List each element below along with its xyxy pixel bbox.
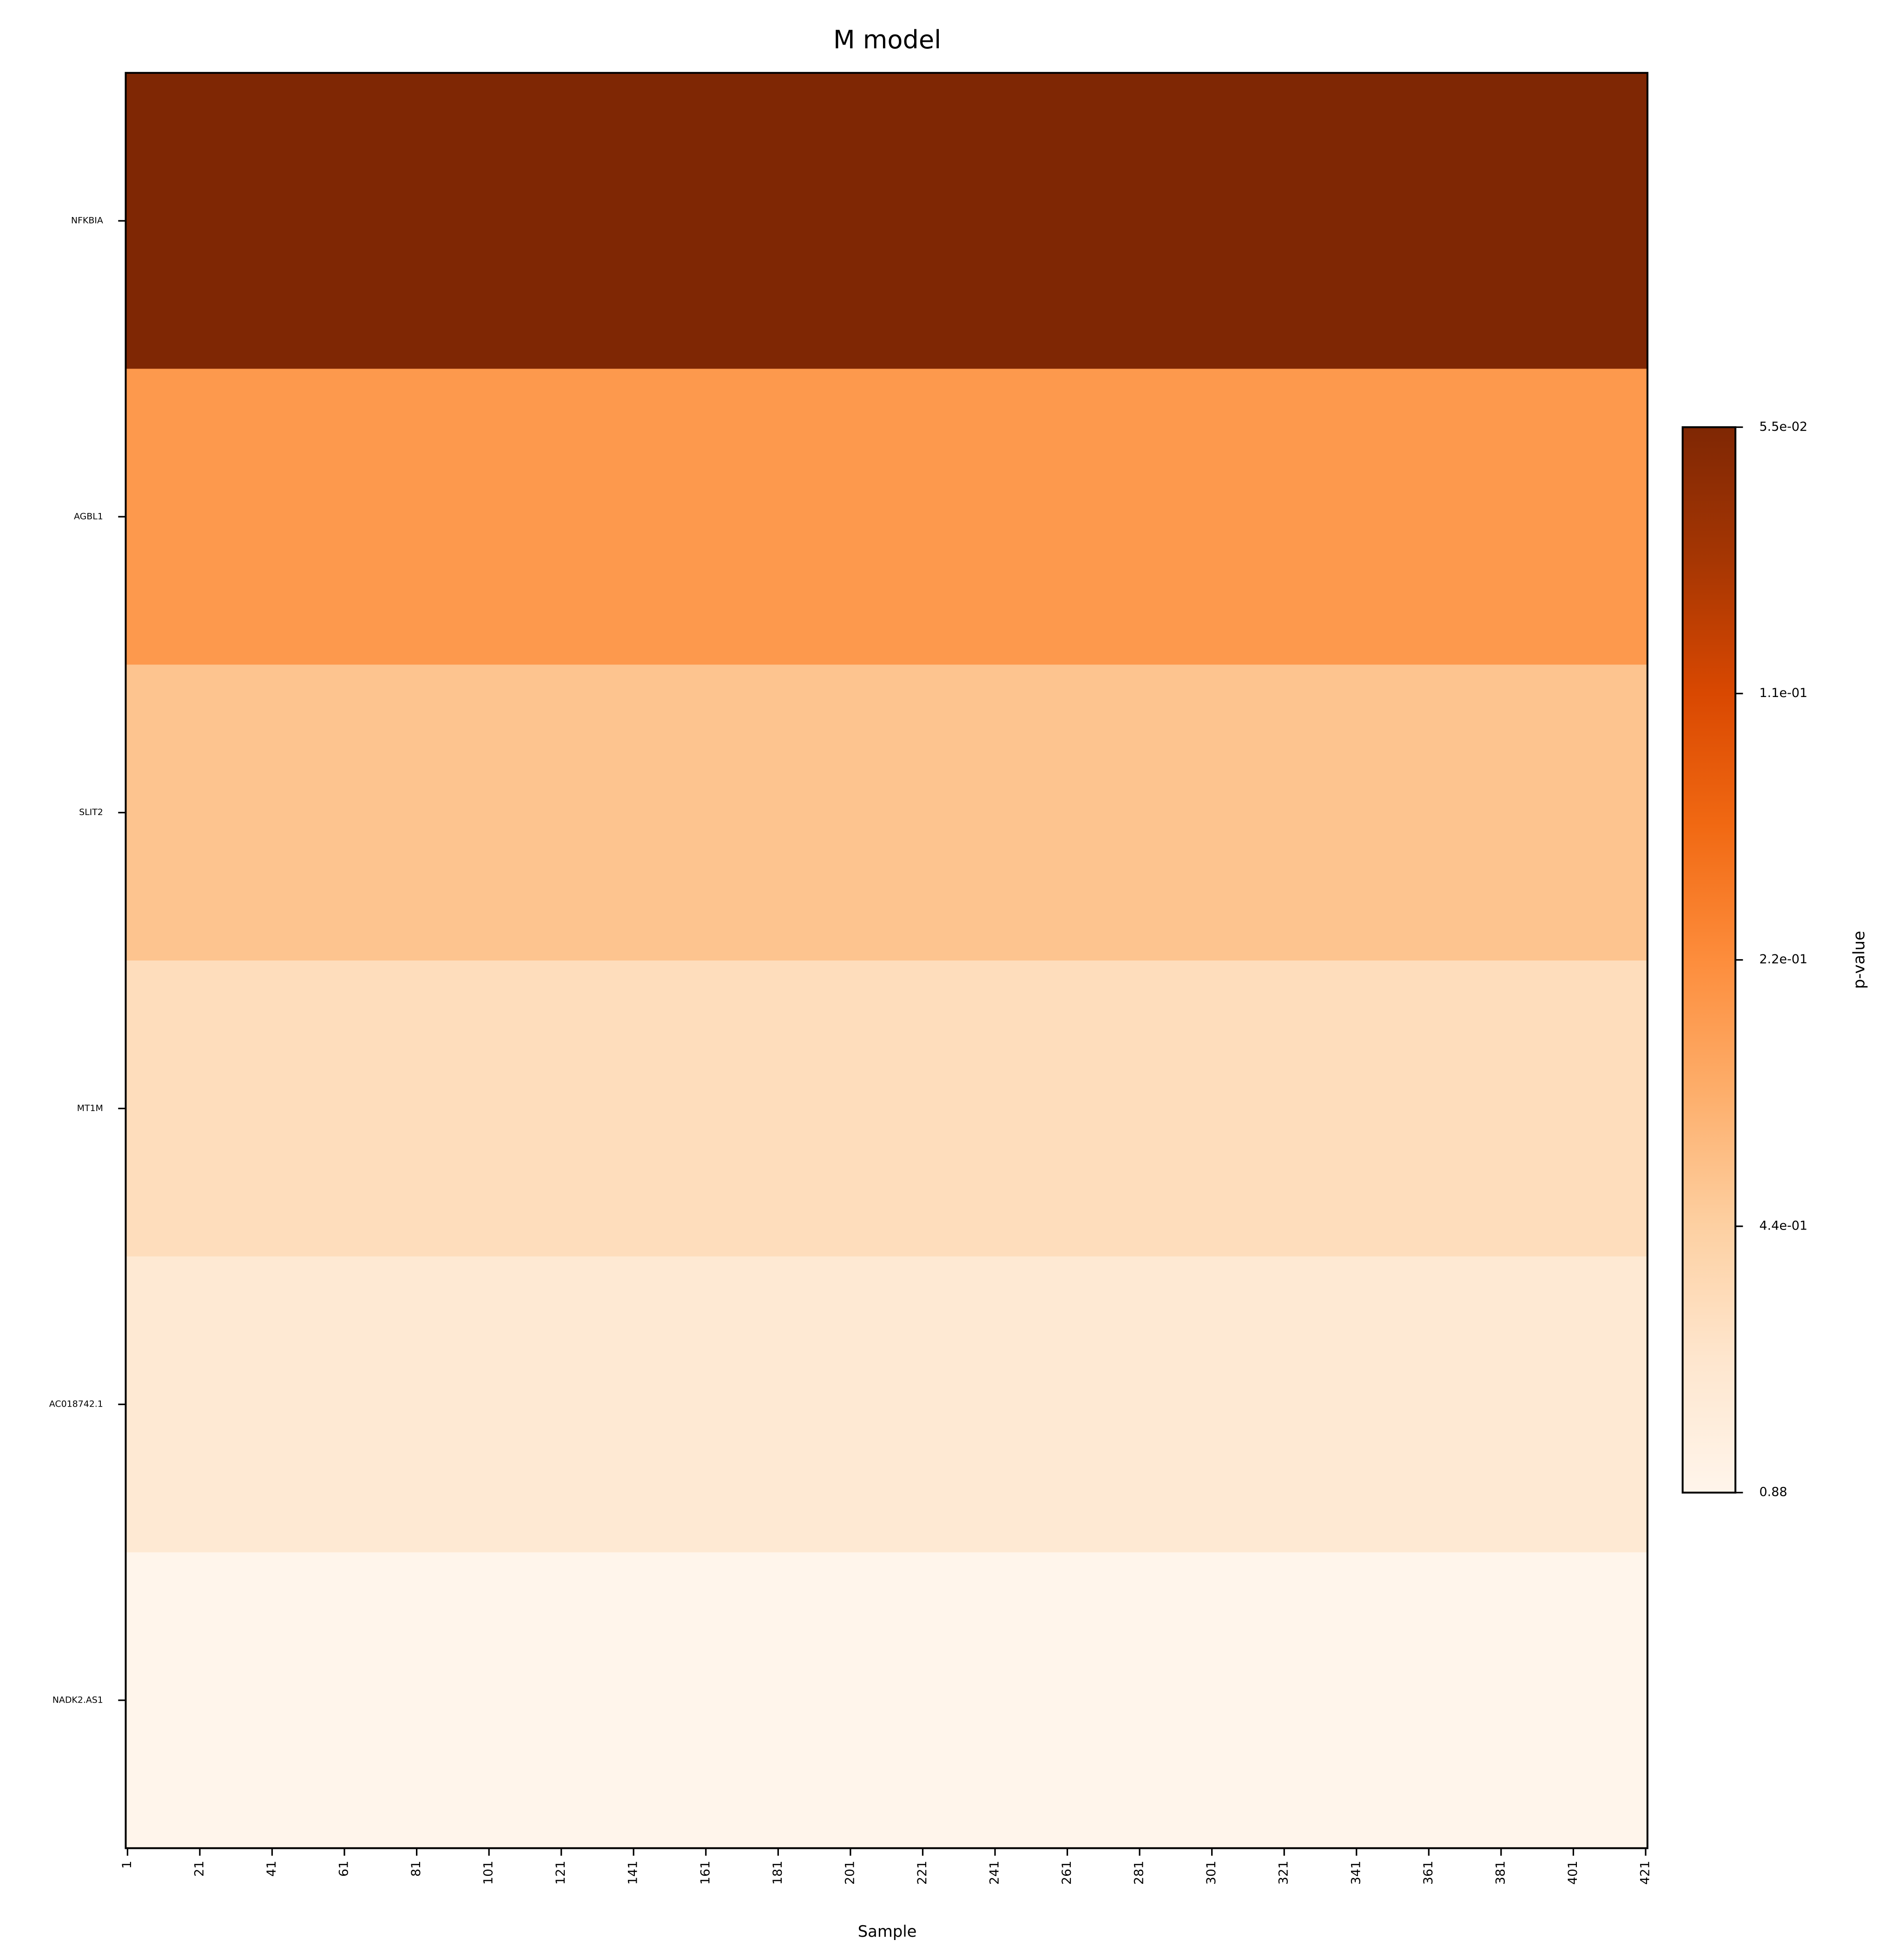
heatmap-cell [125,1552,1648,1849]
y-tick-label: NFKBIA [71,216,103,226]
colorbar-tick-label: 5.5e-02 [1760,420,1808,434]
x-tick-label: 361 [1421,1861,1436,1885]
x-tick-label: 141 [626,1861,640,1885]
x-tick-label: 201 [843,1861,857,1885]
colorbar-tick-label: 4.4e-01 [1760,1218,1808,1233]
x-tick-label: 321 [1277,1861,1291,1885]
x-tick-label: 121 [554,1861,568,1885]
y-tick-label: MT1M [77,1103,103,1113]
colorbar-label: p-value [1850,931,1868,989]
heatmap-cell [125,960,1648,1257]
x-tick-label: 381 [1493,1861,1508,1885]
x-tick-label: 401 [1566,1861,1580,1885]
x-tick-label: 81 [409,1861,423,1876]
x-tick-label: 181 [771,1861,785,1885]
plot-frame [125,72,1648,1849]
x-tick-label: 341 [1349,1861,1363,1885]
colorbar-tick-label: 1.1e-01 [1760,686,1808,700]
heatmap-cell [125,368,1648,665]
x-axis-label: Sample [858,1922,917,1940]
chart-title: M model [833,25,941,54]
x-tick-label: 1 [120,1861,134,1868]
x-tick-label: 41 [264,1861,279,1876]
x-tick-label: 281 [1132,1861,1147,1885]
colorbar [1681,426,1737,1494]
y-tick-label: NADK2.AS1 [53,1695,103,1705]
y-tick-label: AC018742.1 [49,1399,103,1409]
heatmap-cell [125,664,1648,961]
x-tick-label: 421 [1638,1861,1652,1885]
y-tick-label: AGBL1 [74,511,103,521]
x-tick-label: 61 [337,1861,351,1876]
x-tick-label: 221 [915,1861,929,1885]
heatmap-cell [125,72,1648,369]
heatmap-cell [125,1256,1648,1553]
x-tick-label: 261 [1060,1861,1074,1885]
colorbar-tick-label: 2.2e-01 [1760,952,1808,967]
x-tick-label: 101 [481,1861,496,1885]
x-tick-label: 241 [988,1861,1002,1885]
x-tick-label: 301 [1204,1861,1219,1885]
colorbar-tick-label: 0.88 [1760,1485,1787,1500]
x-tick-label: 21 [192,1861,206,1876]
x-tick-label: 161 [698,1861,712,1885]
y-tick-label: SLIT2 [79,807,103,817]
